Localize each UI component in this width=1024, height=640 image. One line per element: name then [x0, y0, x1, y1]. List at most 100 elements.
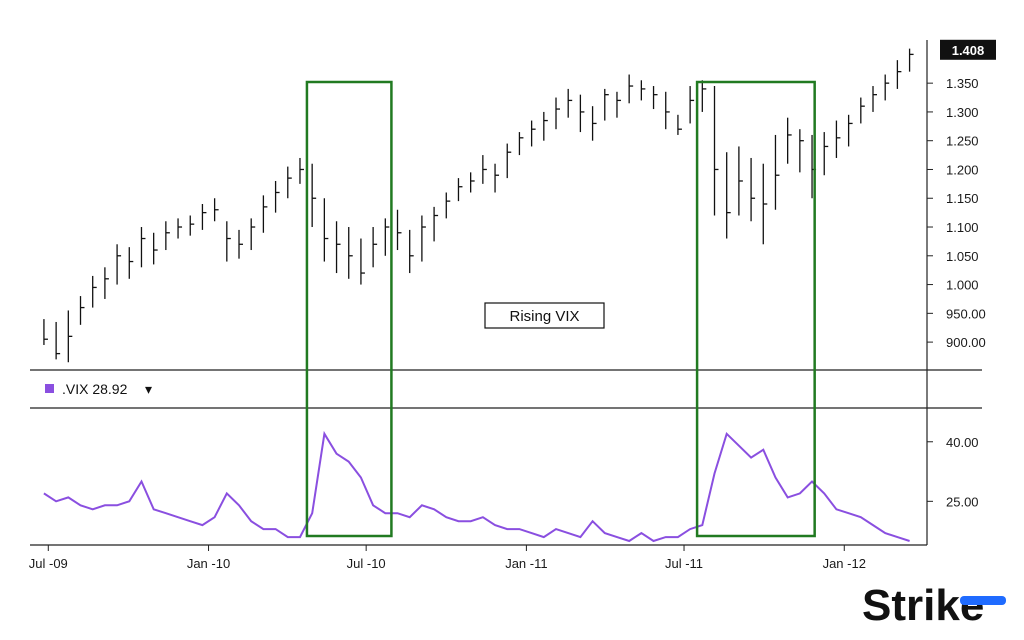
price-bar	[79, 296, 85, 325]
price-bar	[640, 80, 646, 101]
price-bar	[445, 192, 451, 219]
vix-y-tick-label: 40.00	[946, 435, 979, 450]
price-bar	[579, 94, 585, 133]
vix-legend-label: .VIX 28.92	[62, 381, 128, 397]
price-bar	[908, 48, 914, 72]
price-bar	[189, 215, 195, 236]
highlight-boxes	[305, 80, 816, 538]
annotation-label: Rising VIX	[509, 308, 579, 325]
price-bar	[713, 86, 719, 216]
price-bar	[421, 215, 426, 262]
price-bar	[116, 244, 122, 285]
vix-legend[interactable]: .VIX 28.92 ▾	[45, 381, 152, 397]
price-bar	[591, 106, 597, 141]
price-bar	[665, 91, 670, 130]
price-bar	[530, 120, 536, 147]
price-y-tick-label: 1.300	[946, 105, 979, 120]
price-y-ticks: 900.00 950.00 1.000 1.050 1.100 1.150 1.200 1.2…	[927, 76, 986, 350]
price-bar	[104, 267, 109, 299]
price-bar	[847, 114, 853, 147]
price-bar	[543, 111, 548, 141]
price-bar	[165, 221, 170, 251]
price-bar	[506, 143, 512, 179]
vix-line	[43, 430, 910, 543]
price-y-tick-label: 950.00	[946, 306, 986, 321]
last-price-tag: 1.408	[940, 39, 996, 60]
price-bar	[226, 221, 231, 262]
x-tick-label: Jan -10	[187, 556, 230, 571]
price-y-tick-label: 1.100	[946, 220, 979, 235]
price-bar	[726, 152, 731, 239]
price-bar	[774, 134, 780, 210]
price-bar	[738, 146, 743, 216]
price-bar	[274, 180, 280, 213]
price-bar	[750, 157, 756, 222]
price-y-tick-label: 1.000	[946, 278, 979, 293]
x-tick-label: Jan -11	[505, 556, 547, 571]
price-bar	[677, 114, 682, 135]
price-y-tick-label: 900.00	[946, 335, 986, 350]
price-bar	[250, 218, 256, 251]
price-pane	[43, 48, 914, 363]
price-bar	[896, 60, 902, 89]
price-bar	[55, 321, 61, 360]
price-bar	[457, 178, 463, 202]
price-bar	[140, 227, 146, 268]
x-ticks: Jul -09 Jan -10 Jul -10 Jan -11 Jul -11 Jan -…	[29, 545, 866, 571]
price-bar	[213, 198, 219, 222]
price-bar	[311, 163, 317, 228]
price-bar	[860, 97, 865, 124]
price-bar	[360, 238, 365, 285]
price-bar	[177, 218, 183, 239]
price-bar	[652, 86, 658, 110]
x-tick-label: Jul -10	[347, 556, 386, 571]
price-bar	[604, 88, 609, 121]
price-bar	[287, 166, 292, 199]
price-bar	[92, 275, 97, 308]
highlight-box	[305, 80, 393, 538]
rising-vix-annotation: Rising VIX	[484, 302, 605, 329]
price-bar	[494, 163, 500, 193]
price-bar	[384, 218, 390, 256]
vix-y-tick-label: 25.00	[946, 494, 979, 509]
x-axis: Jul -09 Jan -10 Jul -10 Jan -11 Jul -11 Jan -…	[29, 544, 927, 571]
price-bar	[470, 172, 475, 193]
price-bar	[787, 117, 792, 164]
price-bar	[201, 204, 207, 230]
price-bar	[872, 86, 878, 112]
price-bar	[238, 229, 244, 259]
vix-pane	[43, 430, 910, 543]
price-bar	[616, 91, 621, 118]
price-bar	[262, 195, 268, 233]
price-bar	[701, 80, 707, 112]
price-bar	[67, 310, 73, 363]
price-bar	[153, 232, 158, 265]
price-y-tick-label: 1.050	[946, 249, 979, 264]
price-bar	[335, 221, 341, 274]
price-bar	[799, 129, 804, 173]
price-bar	[396, 209, 402, 251]
last-price-tag-bg	[940, 39, 996, 60]
brand-wordmark: Strike	[862, 581, 984, 630]
vix-legend-swatch	[45, 384, 54, 393]
price-y-tick-label: 1.200	[946, 162, 979, 177]
price-bar	[372, 227, 378, 268]
last-price-tag-label: 1.408	[952, 43, 985, 58]
price-bar	[433, 206, 439, 242]
price-bar	[518, 132, 524, 156]
price-bar	[409, 229, 414, 274]
chevron-down-icon[interactable]: ▾	[145, 381, 152, 397]
price-bar	[762, 163, 768, 245]
price-y-tick-label: 1.350	[946, 76, 979, 91]
brand-accent-bar	[960, 596, 1006, 605]
price-bar	[128, 247, 134, 279]
price-bar	[482, 155, 487, 184]
vix-y-ticks: 25.00 40.00	[927, 435, 979, 509]
price-bars	[43, 48, 914, 363]
price-bar	[348, 227, 353, 279]
price-bar	[567, 88, 573, 118]
price-bar	[628, 74, 634, 104]
price-bar	[689, 86, 695, 124]
x-tick-label: Jul -09	[29, 556, 68, 571]
